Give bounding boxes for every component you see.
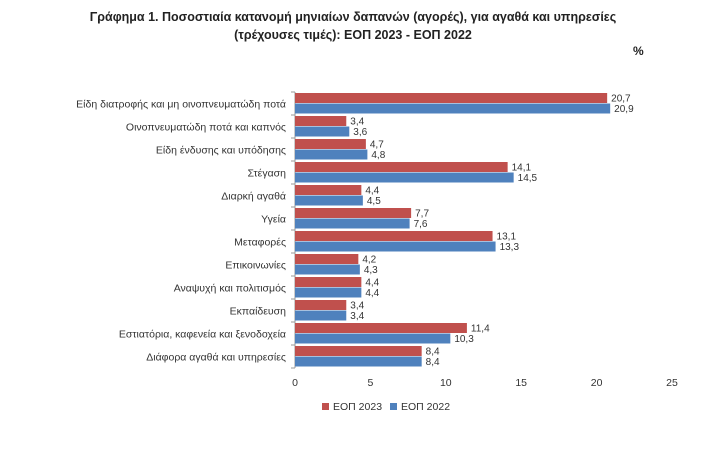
x-tick-label: 10 xyxy=(440,377,452,389)
category-label: Εκπαίδευση xyxy=(230,306,287,318)
bar-series-1 xyxy=(295,208,412,218)
data-label: 14,5 xyxy=(518,173,538,184)
data-label: 4,2 xyxy=(362,255,376,266)
category-label: Είδη ένδυσης και υπόδησης xyxy=(156,145,286,157)
bar-series-2 xyxy=(295,103,611,114)
bar-series-1 xyxy=(295,162,508,172)
data-label: 8,4 xyxy=(426,357,440,368)
data-label: 4,8 xyxy=(371,150,385,161)
bar-series-2 xyxy=(295,218,410,229)
bar-series-2 xyxy=(295,356,422,367)
category-label: Είδη διατροφής και μη οινοπνευματώδη ποτ… xyxy=(76,99,286,111)
bar-series-1 xyxy=(295,185,362,195)
category-label: Υγεία xyxy=(261,214,286,226)
category-label: Αναψυχή και πολιτισμός xyxy=(174,283,286,295)
chart-title-line-2: (τρέχουσες τιμές): ΕΟΠ 2023 - ΕΟΠ 2022 xyxy=(234,28,472,42)
data-label: 11,4 xyxy=(471,324,490,335)
bar-series-2 xyxy=(295,149,368,160)
bar-series-1 xyxy=(295,277,362,287)
data-label: 4,4 xyxy=(365,186,379,197)
bar-series-2 xyxy=(295,172,514,183)
bar-series-1 xyxy=(295,346,422,356)
legend-label: ΕΟΠ 2023 xyxy=(333,401,382,413)
chart-title-line-1: Γράφημα 1. Ποσοστιαία κατανομή μηνιαίων … xyxy=(89,10,617,24)
data-label: 4,5 xyxy=(367,196,381,207)
data-label: 14,1 xyxy=(512,163,532,174)
data-label: 3,4 xyxy=(350,117,364,128)
data-label: 4,4 xyxy=(365,288,379,299)
data-label: 20,7 xyxy=(611,94,631,105)
category-label: Μεταφορές xyxy=(234,237,286,249)
bar-series-2 xyxy=(295,287,362,298)
bar-series-2 xyxy=(295,195,363,206)
legend-label: ΕΟΠ 2022 xyxy=(401,401,450,413)
bar-series-2 xyxy=(295,241,496,252)
bar-series-2 xyxy=(295,333,451,344)
bar-series-1 xyxy=(295,254,359,264)
category-label: Οινοπνευματώδη ποτά και καπνός xyxy=(126,122,286,134)
data-label: 7,7 xyxy=(415,209,429,220)
bar-series-1 xyxy=(295,139,366,149)
bar-series-1 xyxy=(295,116,347,126)
category-label: Εστιατόρια, καφενεία και ξενοδοχεία xyxy=(119,329,286,341)
bar-series-1 xyxy=(295,93,608,103)
data-label: 4,4 xyxy=(365,278,379,289)
x-tick-label: 15 xyxy=(515,377,527,389)
x-tick-label: 20 xyxy=(591,377,603,389)
data-label: 8,4 xyxy=(426,347,440,358)
unit-label: % xyxy=(633,44,644,58)
x-tick-label: 5 xyxy=(367,377,373,389)
category-label: Διαρκή αγαθά xyxy=(221,191,286,203)
x-tick-label: 0 xyxy=(292,377,298,389)
category-label: Στέγαση xyxy=(248,168,287,180)
x-tick-label: 25 xyxy=(666,377,678,389)
bar-series-1 xyxy=(295,323,467,333)
legend-swatch xyxy=(390,403,397,410)
data-label: 3,6 xyxy=(353,127,367,138)
bar-series-2 xyxy=(295,126,350,137)
category-label: Διάφορα αγαθά και υπηρεσίες xyxy=(146,352,286,364)
data-label: 4,3 xyxy=(364,265,378,276)
legend-swatch xyxy=(322,403,329,410)
data-label: 4,7 xyxy=(370,140,384,151)
data-label: 3,4 xyxy=(350,311,364,322)
data-label: 10,3 xyxy=(454,334,474,345)
data-label: 7,6 xyxy=(414,219,428,230)
bar-series-1 xyxy=(295,231,493,241)
data-label: 20,9 xyxy=(614,104,634,115)
data-label: 3,4 xyxy=(350,301,364,312)
data-label: 13,1 xyxy=(497,232,517,243)
category-label: Επικοινωνίες xyxy=(225,260,286,272)
bar-series-2 xyxy=(295,310,347,321)
data-label: 13,3 xyxy=(500,242,520,253)
bar-series-2 xyxy=(295,264,360,275)
chart-title: Γράφημα 1. Ποσοστιαία κατανομή μηνιαίων … xyxy=(0,8,706,44)
bar-series-1 xyxy=(295,300,347,310)
